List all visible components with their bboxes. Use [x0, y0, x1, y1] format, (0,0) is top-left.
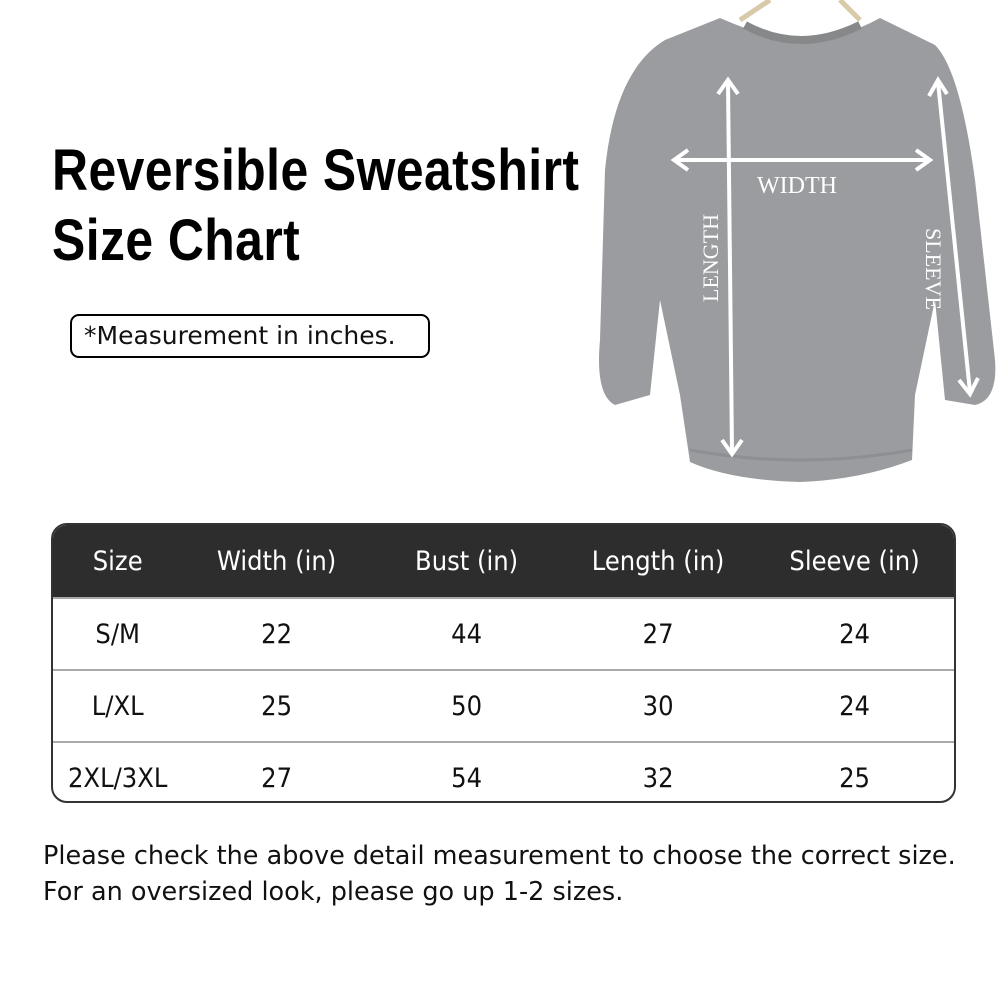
- cell-length: 27: [642, 618, 674, 650]
- footer-line-1: Please check the above detail measuremen…: [43, 841, 956, 871]
- header-bust: Bust (in): [414, 545, 518, 577]
- measurement-note: *Measurement in inches.: [70, 314, 430, 358]
- header-length: Length (in): [591, 545, 725, 577]
- cell-sleeve: 24: [838, 618, 870, 650]
- cell-length: 30: [642, 690, 674, 722]
- cell-size: 2XL/3XL: [67, 762, 168, 794]
- page-title: Reversible Sweatshirt Size Chart: [52, 136, 579, 276]
- sleeve-label: SLEEVE: [921, 228, 946, 310]
- cell-width: 22: [261, 618, 293, 650]
- header-sleeve: Sleeve (in): [789, 545, 920, 577]
- title-line-1: Reversible Sweatshirt: [52, 138, 580, 203]
- cell-sleeve: 25: [838, 762, 870, 794]
- cell-bust: 50: [450, 690, 482, 722]
- cell-size: S/M: [95, 618, 140, 650]
- header-size: Size: [92, 545, 143, 577]
- sweatshirt-diagram: WIDTH LENGTH SLEEVE: [599, 0, 996, 482]
- cell-bust: 44: [450, 618, 482, 650]
- cell-length: 32: [642, 762, 674, 794]
- sweatshirt-shape: [599, 18, 996, 482]
- table-row: L/XL 25 50 30 24: [53, 669, 954, 741]
- cell-width: 27: [261, 762, 293, 794]
- header-width: Width (in): [217, 545, 337, 577]
- table-header: Size Width (in) Bust (in) Length (in) Sl…: [53, 525, 954, 597]
- width-label: WIDTH: [757, 173, 837, 199]
- footer-line-2: For an oversized look, please go up 1-2 …: [43, 877, 624, 907]
- hanger-icon: [738, 0, 862, 23]
- length-label: LENGTH: [698, 214, 723, 302]
- footer-note: Please check the above detail measuremen…: [43, 838, 956, 910]
- title-line-2: Size Chart: [52, 208, 301, 273]
- size-table: Size Width (in) Bust (in) Length (in) Sl…: [51, 523, 956, 803]
- measurement-arrows: [670, 76, 980, 458]
- table-row: S/M 22 44 27 24: [53, 597, 954, 669]
- table-row: 2XL/3XL 27 54 32 25: [53, 741, 954, 801]
- cell-sleeve: 24: [838, 690, 870, 722]
- cell-size: L/XL: [91, 690, 144, 722]
- cell-bust: 54: [450, 762, 482, 794]
- cell-width: 25: [261, 690, 293, 722]
